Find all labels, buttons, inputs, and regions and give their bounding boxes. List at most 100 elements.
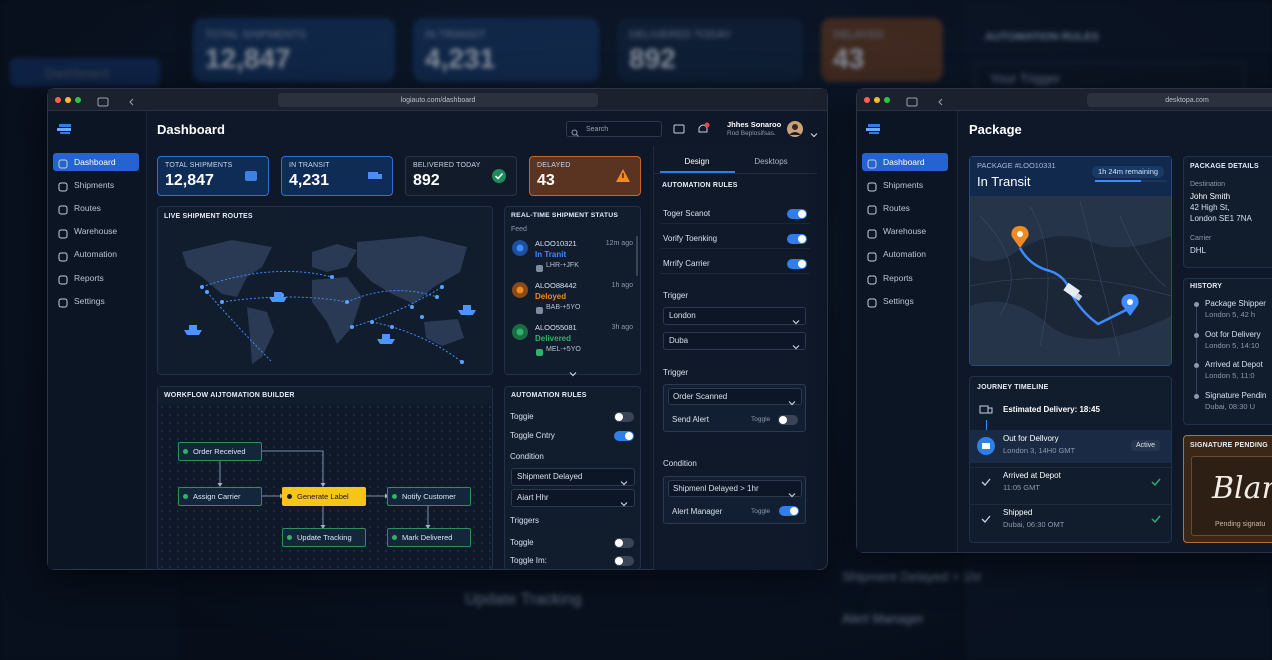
workflow-node[interactable] (178, 442, 262, 461)
toggle[interactable] (779, 506, 799, 516)
icon-svg (536, 265, 543, 272)
feed-label: Feed (511, 226, 527, 233)
check-icon (1150, 476, 1162, 488)
nav-active[interactable] (53, 153, 139, 171)
shape (346, 290, 438, 303)
nav-item[interactable]: Dashboard (883, 156, 925, 167)
node-label[interactable]: Notify Customer (402, 491, 456, 501)
nav-item[interactable]: Shipments (883, 179, 924, 190)
field-label: Destination (1190, 181, 1226, 188)
package-id: PACKAGE #LOO10331 (977, 161, 1056, 170)
shape (867, 205, 877, 215)
workflow-node[interactable] (282, 487, 366, 506)
nav-item[interactable]: Routes (74, 202, 101, 213)
window-dot[interactable] (874, 97, 880, 103)
shape (220, 300, 224, 304)
toggle[interactable] (787, 234, 807, 244)
shape (979, 405, 989, 414)
tab[interactable]: Desktops (754, 157, 788, 166)
url: logiauto.com/dashboard (400, 97, 476, 104)
select[interactable] (511, 489, 635, 507)
shape (201, 270, 333, 288)
nav-item[interactable]: Reports (883, 272, 913, 283)
toggle-knob (798, 235, 806, 243)
shape (458, 305, 476, 315)
node-label[interactable]: Update Tracking (297, 532, 352, 542)
nav-item[interactable]: Routes (883, 202, 910, 213)
chevron (810, 126, 818, 138)
shape (1017, 231, 1023, 237)
icon-svg (867, 252, 877, 262)
toggle-knob (779, 416, 787, 424)
nav-item[interactable]: Shipments (74, 179, 115, 190)
window-dot[interactable] (884, 97, 890, 103)
select-value[interactable]: Shipment Delayed (517, 472, 583, 481)
toggle-label: Toger Scanot (663, 209, 711, 218)
nav-item[interactable]: Settings (74, 295, 105, 306)
icon-svg (616, 169, 630, 182)
node-label[interactable]: Assign Carrier (193, 491, 241, 501)
shape (869, 132, 879, 134)
nav-item[interactable]: Automation (74, 249, 117, 260)
tab[interactable]: Design (684, 157, 710, 166)
nav-item[interactable]: Reports (74, 272, 104, 283)
shape (970, 301, 1171, 365)
toggle[interactable] (778, 415, 798, 425)
select[interactable] (668, 388, 802, 405)
node-label[interactable]: Generate Label (297, 491, 349, 501)
toggle[interactable] (787, 209, 807, 219)
toggle[interactable] (614, 538, 634, 548)
node-label[interactable]: Mark Delivered (402, 532, 453, 542)
select-value[interactable]: Shipmenl Delayed > 1hr (673, 484, 759, 493)
toggle[interactable] (614, 431, 634, 441)
select-value[interactable]: Aiart Hhr (517, 493, 549, 502)
address-bar[interactable] (278, 93, 598, 107)
select-value[interactable]: London (669, 311, 696, 320)
workflow-node[interactable] (282, 528, 366, 547)
kpi-value: 4,231 (425, 43, 496, 74)
shipment-id: ALOO55081 (535, 323, 577, 332)
node-label[interactable]: Order Received (193, 446, 246, 456)
truck-icon (979, 404, 993, 416)
toggle[interactable] (614, 412, 634, 422)
select[interactable] (668, 480, 802, 497)
icon-svg (58, 182, 68, 192)
select-value[interactable]: Duba (669, 336, 689, 345)
window-dot[interactable] (864, 97, 870, 103)
toggle[interactable] (614, 556, 634, 566)
address-bar[interactable] (1087, 93, 1272, 107)
shape (221, 296, 348, 303)
icon-svg (58, 229, 68, 239)
shape (200, 285, 204, 289)
route-map (969, 196, 1172, 365)
icon-svg (673, 124, 685, 134)
search-box[interactable] (566, 121, 662, 137)
nav-item[interactable]: Dashboard (74, 156, 116, 167)
panel-title: PACKAGE DETAILS (1190, 163, 1259, 170)
node-dot (392, 494, 397, 499)
select-value[interactable]: Order Scanned (673, 392, 728, 401)
workflow-node[interactable] (178, 487, 262, 506)
shape (262, 450, 324, 484)
world-map (162, 222, 488, 372)
workflow-node[interactable] (387, 487, 471, 506)
shape (788, 493, 796, 498)
route: LHR-+JFK (546, 262, 579, 269)
nav-item[interactable]: Automation (883, 249, 926, 260)
window-dot[interactable] (65, 97, 71, 103)
select[interactable] (663, 307, 806, 325)
address: 42 High St, (1190, 203, 1230, 212)
window-dot[interactable] (75, 97, 81, 103)
nav-active[interactable] (862, 153, 948, 171)
shape (569, 372, 577, 377)
window-dot[interactable] (55, 97, 61, 103)
workflow-node[interactable] (387, 528, 471, 547)
nav-item[interactable]: Warehouse (74, 226, 118, 237)
logo (866, 123, 882, 135)
select[interactable] (663, 332, 806, 350)
nav-item[interactable]: Settings (883, 295, 914, 306)
select[interactable] (511, 468, 635, 486)
nav-item[interactable]: Warehouse (883, 226, 927, 237)
shape (1063, 282, 1080, 299)
toggle[interactable] (787, 259, 807, 269)
